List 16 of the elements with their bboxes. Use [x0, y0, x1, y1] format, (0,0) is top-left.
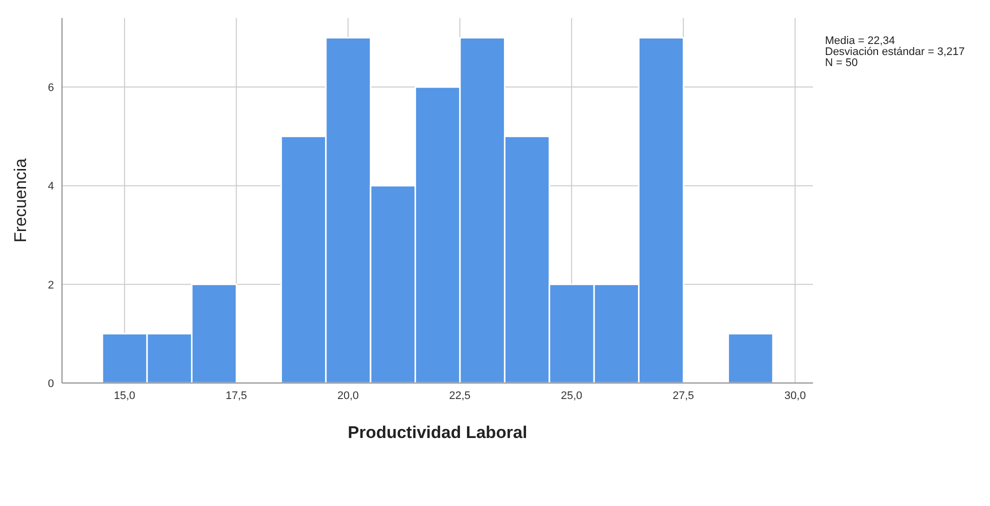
y-tick-label: 6 [48, 82, 54, 94]
y-tick-label: 4 [48, 180, 54, 193]
text: N = 50 [825, 57, 859, 69]
x-tick-label: 22,5 [449, 390, 471, 402]
x-axis-title: Productividad Laboral [348, 423, 528, 442]
x-tick-label: 25,0 [560, 390, 582, 402]
x-tick-label: 20,0 [337, 390, 359, 402]
y-axis-title: Frecuencia [11, 158, 30, 243]
y-tick-label: 2 [48, 279, 54, 292]
x-tick-label: 30,0 [784, 390, 806, 402]
x-tick-label: 15,0 [114, 390, 136, 402]
text: Media = 22,34 [825, 35, 896, 47]
x-tick-label: 27,5 [672, 390, 694, 402]
text: Desviación estándar = 3,217 [825, 46, 965, 58]
x-tick-label: 17,5 [226, 390, 248, 402]
y-tick-label: 0 [48, 378, 54, 390]
